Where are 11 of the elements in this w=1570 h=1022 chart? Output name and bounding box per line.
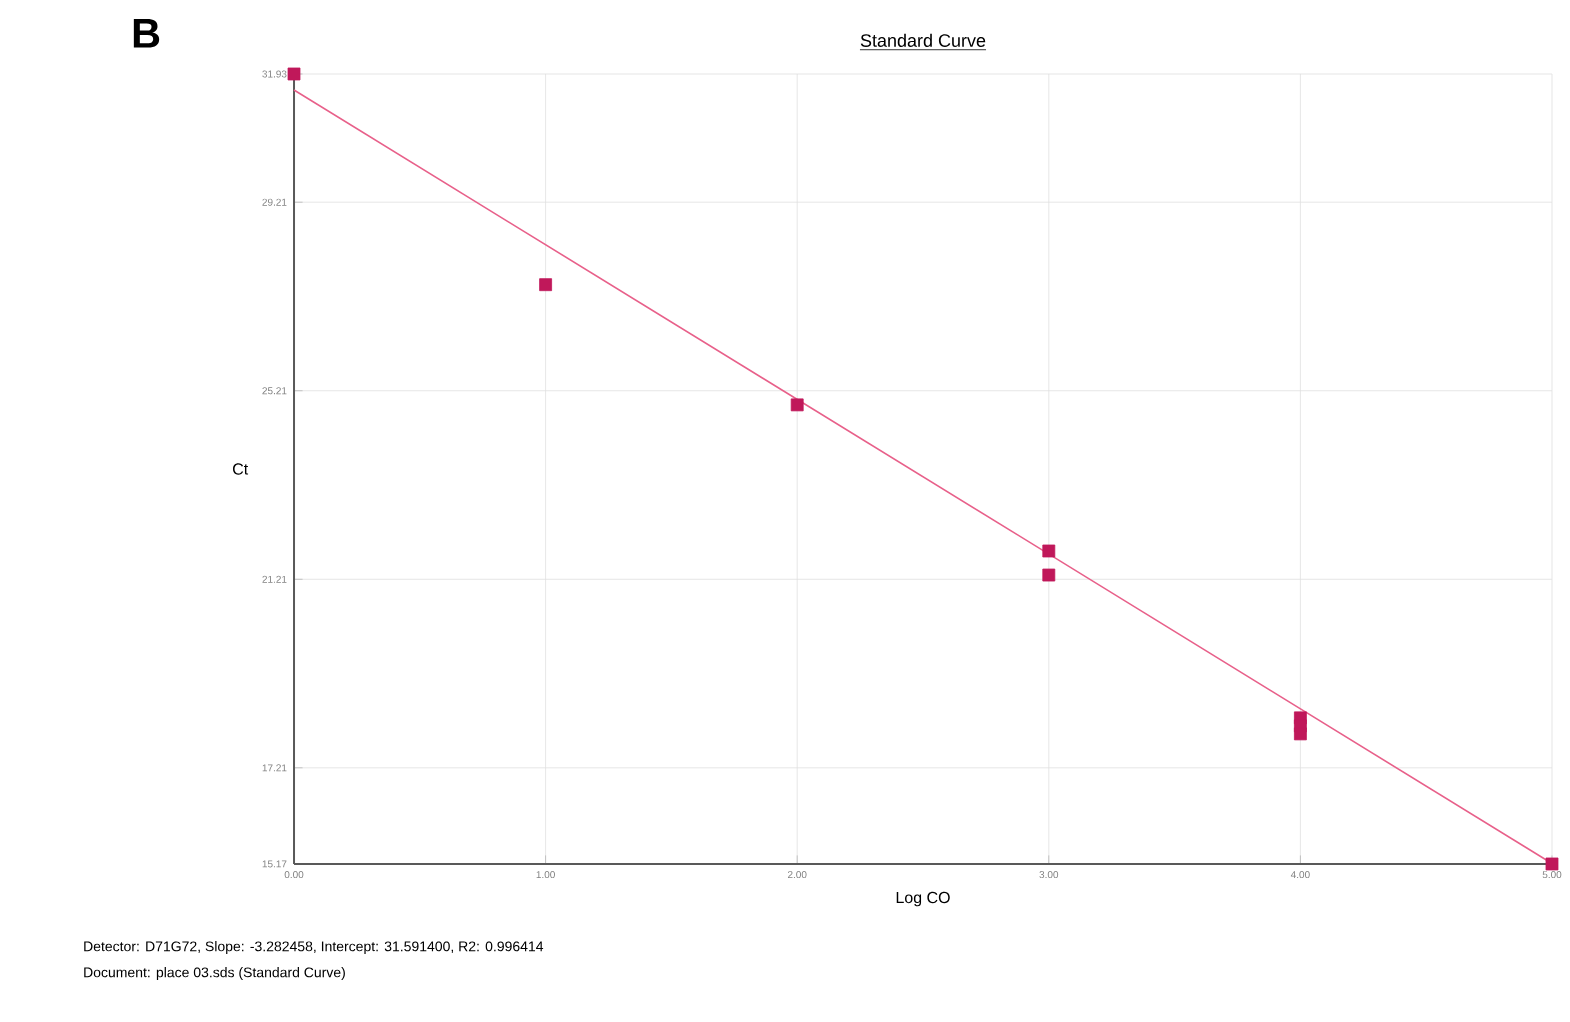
point xyxy=(539,278,553,292)
chart-title: Standard Curve xyxy=(860,33,986,47)
point xyxy=(1042,544,1056,558)
text: B xyxy=(133,19,160,48)
y-axis-title: Ct xyxy=(233,463,249,475)
point xyxy=(1294,727,1307,741)
point xyxy=(287,67,301,81)
point xyxy=(790,398,804,412)
x-axis-title: Log CO xyxy=(896,891,950,907)
point xyxy=(1545,857,1559,871)
point xyxy=(1042,568,1056,582)
